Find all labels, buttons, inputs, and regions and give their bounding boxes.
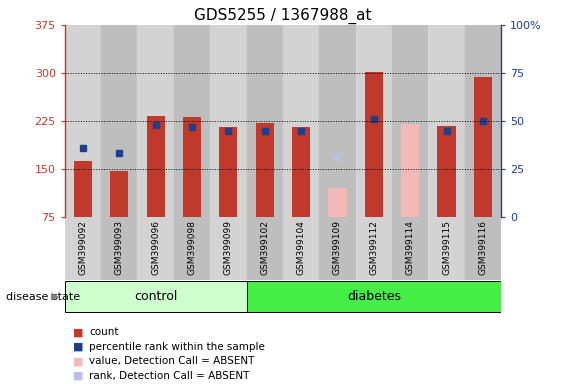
Bar (428, 217, 464, 280)
Bar (137, 217, 174, 280)
Bar (137, 25, 174, 217)
Text: diabetes: diabetes (347, 290, 401, 303)
Bar (319, 217, 356, 280)
Text: ■: ■ (73, 356, 84, 366)
Bar (74, 161, 92, 217)
Text: GSM399102: GSM399102 (260, 220, 269, 275)
Bar (292, 127, 310, 217)
Text: GSM399112: GSM399112 (369, 220, 378, 275)
Bar (210, 217, 247, 280)
Bar (464, 217, 501, 280)
Bar (183, 117, 201, 217)
Bar (101, 25, 137, 217)
Bar (365, 72, 383, 217)
Text: ■: ■ (73, 342, 84, 352)
Text: ■: ■ (73, 327, 84, 337)
Bar (283, 217, 319, 280)
Bar (247, 281, 501, 312)
Bar (392, 217, 428, 280)
Bar (101, 217, 137, 280)
Text: count: count (89, 327, 118, 337)
Bar (174, 217, 210, 280)
Bar (247, 25, 283, 217)
Bar (401, 124, 419, 217)
Bar (65, 281, 247, 312)
Text: value, Detection Call = ABSENT: value, Detection Call = ABSENT (89, 356, 254, 366)
Text: GSM399093: GSM399093 (115, 220, 124, 275)
Bar (110, 171, 128, 217)
Bar (428, 25, 464, 217)
Text: percentile rank within the sample: percentile rank within the sample (89, 342, 265, 352)
Text: GSM399116: GSM399116 (479, 220, 488, 275)
Bar (174, 25, 210, 217)
Text: GSM399104: GSM399104 (297, 220, 306, 275)
Bar (328, 188, 347, 217)
Bar (210, 25, 247, 217)
Text: GSM399098: GSM399098 (187, 220, 196, 275)
Bar (65, 25, 101, 217)
Title: GDS5255 / 1367988_at: GDS5255 / 1367988_at (194, 7, 372, 23)
Text: disease state: disease state (6, 291, 80, 302)
Bar (437, 126, 455, 217)
Text: control: control (134, 290, 177, 303)
Bar (319, 25, 356, 217)
Text: rank, Detection Call = ABSENT: rank, Detection Call = ABSENT (89, 371, 249, 381)
Bar (146, 116, 165, 217)
Bar (392, 25, 428, 217)
Text: GSM399099: GSM399099 (224, 220, 233, 275)
Text: GSM399096: GSM399096 (151, 220, 160, 275)
Bar (356, 25, 392, 217)
Bar (474, 77, 492, 217)
Text: GSM399092: GSM399092 (78, 220, 87, 275)
Text: ■: ■ (73, 371, 84, 381)
Bar (247, 217, 283, 280)
Bar (65, 217, 101, 280)
Bar (464, 25, 501, 217)
Text: GSM399109: GSM399109 (333, 220, 342, 275)
Bar (256, 123, 274, 217)
Bar (356, 217, 392, 280)
Bar (219, 127, 238, 217)
Text: GSM399114: GSM399114 (406, 220, 415, 275)
Text: GSM399115: GSM399115 (442, 220, 451, 275)
Bar (283, 25, 319, 217)
